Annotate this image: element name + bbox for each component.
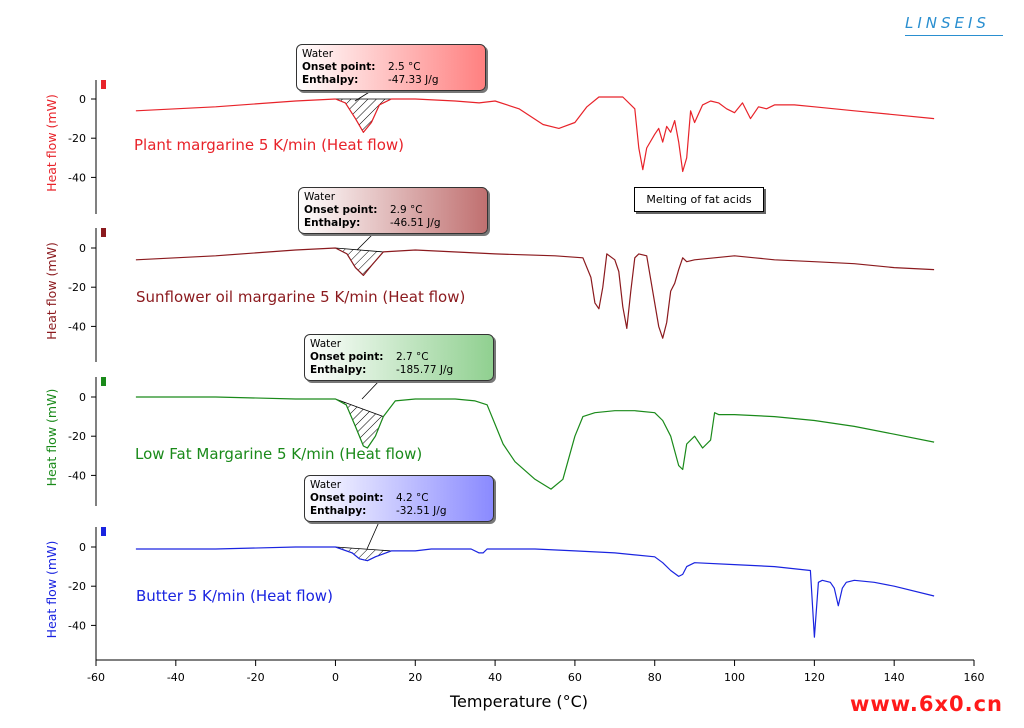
callout-water: Water Onset point: 2.9 °C Enthalpy: -46.51 J… xyxy=(298,187,488,234)
callout-title: Water xyxy=(304,191,336,203)
callout-value: -47.33 J/g xyxy=(388,74,439,86)
series-label: Low Fat Margarine 5 K/min (Heat flow) xyxy=(135,445,422,463)
x-tick-label: 0 xyxy=(332,671,339,684)
series-label: Butter 5 K/min (Heat flow) xyxy=(136,587,333,605)
callout-key: Enthalpy: xyxy=(302,74,359,86)
series-color-marker xyxy=(101,377,106,386)
callout-key: Enthalpy: xyxy=(304,217,361,229)
y-tick-label: -20 xyxy=(68,580,86,593)
x-tick-label: 40 xyxy=(488,671,502,684)
x-axis-label: Temperature (°C) xyxy=(449,692,588,711)
callout-row: Onset point: 2.9 °C xyxy=(304,204,482,217)
y-tick-label: 0 xyxy=(79,93,86,106)
callout-leader xyxy=(361,380,380,400)
callout-value: -185.77 J/g xyxy=(396,364,454,376)
linseis-logo: LINSEIS xyxy=(905,14,990,32)
y-tick-label: -40 xyxy=(68,320,86,333)
callout-row: Onset point: 2.7 °C xyxy=(310,351,488,364)
water-peak-area xyxy=(335,398,384,449)
logo-underline xyxy=(905,35,1003,36)
y-tick-label: -20 xyxy=(68,430,86,443)
y-tick-label: -40 xyxy=(68,171,86,184)
watermark: www.6x0.cn xyxy=(850,692,1003,716)
callout-value: -32.51 J/g xyxy=(396,505,447,517)
y-tick-label: -40 xyxy=(68,619,86,632)
y-tick-label: 0 xyxy=(79,391,86,404)
callout-value: -46.51 J/g xyxy=(390,217,441,229)
series-color-marker xyxy=(101,527,106,536)
x-tick-label: -20 xyxy=(247,671,265,684)
callout-water: Water Onset point: 2.5 °C Enthalpy: -47.33 J… xyxy=(296,44,486,91)
callout-key: Onset point: xyxy=(302,61,376,73)
series-line xyxy=(135,396,935,490)
x-tick-label: 120 xyxy=(804,671,825,684)
annotation-melting-fat-acids: Melting of fat acids xyxy=(634,187,764,212)
callout-title: Water xyxy=(302,48,334,60)
callout-leader xyxy=(356,233,374,251)
callout-row: Onset point: 4.2 °C xyxy=(310,492,488,505)
x-tick-label: 160 xyxy=(964,671,985,684)
y-tick-label: -20 xyxy=(68,281,86,294)
series-line xyxy=(135,546,935,638)
callout-value: 2.5 °C xyxy=(388,61,421,73)
y-tick-label: 0 xyxy=(79,242,86,255)
y-axis-label: Heat flow (mW) xyxy=(44,389,59,487)
y-tick-label: -40 xyxy=(68,469,86,482)
callout-leader xyxy=(354,90,372,102)
series-color-marker xyxy=(101,228,106,237)
series-line xyxy=(135,96,935,173)
series-color-marker xyxy=(101,80,106,89)
x-tick-label: -60 xyxy=(87,671,105,684)
callout-title: Water xyxy=(310,479,342,491)
series-line xyxy=(135,247,935,339)
callout-key: Enthalpy: xyxy=(310,364,367,376)
callout-water: Water Onset point: 2.7 °C Enthalpy: -185.77 … xyxy=(304,334,494,381)
callout-row: Enthalpy: -46.51 J/g xyxy=(304,217,482,230)
y-tick-label: 0 xyxy=(79,541,86,554)
callout-value: 2.9 °C xyxy=(390,204,423,216)
callout-key: Onset point: xyxy=(304,204,378,216)
y-axis-label: Heat flow (mW) xyxy=(44,94,59,192)
callout-value: 4.2 °C xyxy=(396,492,429,504)
callout-row: Enthalpy: -47.33 J/g xyxy=(302,74,480,87)
y-tick-label: -20 xyxy=(68,132,86,145)
callout-leader xyxy=(366,521,380,550)
callout-key: Onset point: xyxy=(310,492,384,504)
x-tick-label: 20 xyxy=(408,671,422,684)
water-peak-area xyxy=(335,98,392,134)
y-axis-label: Heat flow (mW) xyxy=(44,541,59,639)
callout-row: Onset point: 2.5 °C xyxy=(302,61,480,74)
callout-water: Water Onset point: 4.2 °C Enthalpy: -32.51 J… xyxy=(304,475,494,522)
callout-value: 2.7 °C xyxy=(396,351,429,363)
x-tick-label: 60 xyxy=(568,671,582,684)
x-tick-label: 80 xyxy=(648,671,662,684)
series-label: Plant margarine 5 K/min (Heat flow) xyxy=(134,136,404,154)
y-axis-label: Heat flow (mW) xyxy=(44,242,59,340)
callout-row: Enthalpy: -32.51 J/g xyxy=(310,505,488,518)
callout-title: Water xyxy=(310,338,342,350)
x-tick-label: -40 xyxy=(167,671,185,684)
series-label: Sunflower oil margarine 5 K/min (Heat fl… xyxy=(136,288,465,306)
x-tick-label: 100 xyxy=(724,671,745,684)
callout-key: Enthalpy: xyxy=(310,505,367,517)
callout-key: Onset point: xyxy=(310,351,384,363)
x-tick-label: 140 xyxy=(884,671,905,684)
callout-row: Enthalpy: -185.77 J/g xyxy=(310,364,488,377)
